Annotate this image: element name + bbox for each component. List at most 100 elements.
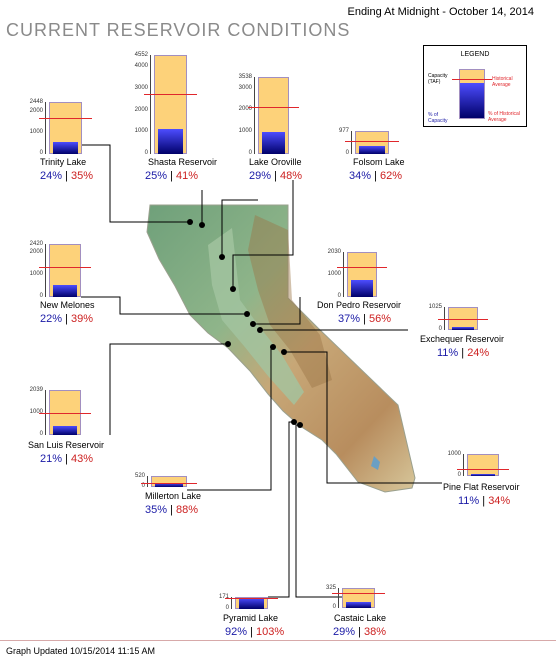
historical-average-line bbox=[39, 267, 91, 268]
legend-capacity-label: Capacity (TAF) bbox=[428, 73, 448, 85]
historical-average-line bbox=[345, 141, 399, 142]
historical-average-line bbox=[39, 118, 92, 119]
pct-separator: | bbox=[371, 170, 381, 182]
page-title: CURRENT RESERVOIR CONDITIONS bbox=[6, 20, 351, 40]
storage-bar bbox=[351, 280, 373, 297]
pct-of-historical: 43% bbox=[71, 453, 94, 465]
historical-average-line bbox=[141, 483, 197, 484]
pct-separator: | bbox=[360, 313, 370, 325]
location-dot-donpedro bbox=[250, 321, 256, 327]
legend-pct-capacity-label: % of Capacity bbox=[428, 112, 448, 124]
chart-axis bbox=[338, 588, 339, 608]
pct-of-historical: 38% bbox=[364, 626, 387, 638]
pct-of-historical: 48% bbox=[280, 170, 303, 182]
chart-axis bbox=[45, 102, 46, 154]
capacity-label: 171 bbox=[218, 594, 229, 600]
leader-line-oroville bbox=[221, 199, 258, 257]
storage-bar bbox=[53, 142, 78, 154]
leader-line-folsom bbox=[232, 180, 294, 289]
tick-label: 0 bbox=[438, 326, 442, 332]
pct-of-capacity: 37% bbox=[338, 313, 361, 325]
capacity-label: 977 bbox=[338, 128, 349, 134]
storage-bar bbox=[158, 129, 183, 154]
updated-timestamp: Graph Updated 10/15/2014 11:15 AM bbox=[6, 646, 155, 656]
location-dot-trinity bbox=[187, 219, 193, 225]
reservoir-name: Folsom Lake bbox=[353, 157, 405, 167]
tick-label: 0 bbox=[345, 150, 349, 156]
pct-separator: | bbox=[167, 504, 177, 516]
leader-line-pyramid bbox=[268, 421, 294, 598]
reservoir-percentages: 35% | 88% bbox=[145, 504, 198, 516]
chart-axis bbox=[254, 77, 255, 154]
capacity-label: 3538 bbox=[238, 74, 252, 80]
tick-label: 1000 bbox=[29, 128, 43, 135]
tick-label: 4000 bbox=[134, 63, 148, 69]
historical-average-line bbox=[332, 593, 385, 594]
pct-of-historical: 39% bbox=[71, 313, 94, 325]
capacity-label: 325 bbox=[325, 585, 336, 591]
legend-historical-label: Historical Average bbox=[492, 76, 513, 88]
storage-bar bbox=[359, 146, 385, 154]
tick-label: 2000 bbox=[29, 249, 43, 256]
leader-line-melones bbox=[81, 296, 247, 315]
tick-label: 0 bbox=[144, 150, 148, 156]
pct-of-capacity: 24% bbox=[40, 170, 63, 182]
reservoir-percentages: 24% | 35% bbox=[40, 170, 93, 182]
tick-label: 2000 bbox=[29, 107, 43, 114]
pct-of-capacity: 29% bbox=[249, 170, 272, 182]
pct-of-capacity: 22% bbox=[40, 313, 63, 325]
chart-axis bbox=[444, 307, 445, 330]
location-dot-pyramid bbox=[291, 419, 297, 425]
pct-of-historical: 24% bbox=[467, 347, 490, 359]
location-dot-exchequer bbox=[257, 327, 263, 333]
reservoir-percentages: 11% | 34% bbox=[458, 495, 510, 507]
tick-label: 0 bbox=[225, 605, 229, 611]
capacity-label: 2448 bbox=[29, 99, 43, 105]
reservoir-name: San Luis Reservoir bbox=[28, 440, 105, 450]
pct-of-capacity: 21% bbox=[40, 453, 63, 465]
leader-line-donpedro bbox=[253, 297, 301, 325]
tick-label: 0 bbox=[248, 150, 252, 156]
tick-label: 0 bbox=[39, 150, 43, 156]
capacity-label: 2030 bbox=[327, 249, 341, 255]
historical-average-line bbox=[144, 94, 197, 95]
historical-average-line bbox=[39, 413, 91, 414]
chart-axis bbox=[45, 244, 46, 297]
pct-of-historical: 41% bbox=[176, 170, 199, 182]
location-dot-pineflat bbox=[281, 349, 287, 355]
reservoir-name: New Melones bbox=[40, 300, 95, 310]
tick-label: 3000 bbox=[238, 84, 252, 91]
reservoir-percentages: 34% | 62% bbox=[349, 170, 402, 182]
pct-separator: | bbox=[355, 626, 365, 638]
historical-average-line bbox=[248, 107, 299, 108]
reservoir-name: Don Pedro Reservoir bbox=[317, 300, 402, 310]
tick-label: 3000 bbox=[134, 84, 148, 91]
tick-label: 0 bbox=[39, 431, 43, 437]
capacity-label: 1025 bbox=[428, 304, 442, 310]
reservoir-name: Shasta Reservoir bbox=[148, 157, 218, 167]
chart-axis bbox=[343, 252, 344, 297]
pct-separator: | bbox=[167, 170, 177, 182]
pct-separator: | bbox=[271, 170, 281, 182]
tick-label: 1000 bbox=[29, 408, 43, 415]
leader-line-trinity bbox=[82, 144, 190, 223]
chart-axis bbox=[463, 454, 464, 476]
pct-separator: | bbox=[458, 347, 468, 359]
capacity-label: 1000 bbox=[447, 451, 461, 457]
reservoir-name: Pine Flat Reservoir bbox=[443, 482, 520, 492]
reservoir-percentages: 25% | 41% bbox=[145, 170, 198, 182]
reservoir-name: Pyramid Lake bbox=[223, 613, 279, 623]
reservoir-name: Exchequer Reservoir bbox=[420, 334, 505, 344]
historical-average-line bbox=[438, 319, 488, 320]
tick-label: 0 bbox=[39, 293, 43, 299]
tick-label: 1000 bbox=[238, 128, 252, 135]
tick-label: 0 bbox=[332, 604, 336, 610]
capacity-label: 2420 bbox=[29, 241, 43, 247]
pct-of-historical: 56% bbox=[369, 313, 392, 325]
chart-axis bbox=[351, 131, 352, 154]
location-dot-folsom bbox=[230, 286, 236, 292]
tick-label: 0 bbox=[337, 293, 341, 299]
storage-bar bbox=[53, 285, 77, 297]
location-dot-millerton bbox=[270, 344, 276, 350]
chart-axis bbox=[231, 597, 232, 609]
